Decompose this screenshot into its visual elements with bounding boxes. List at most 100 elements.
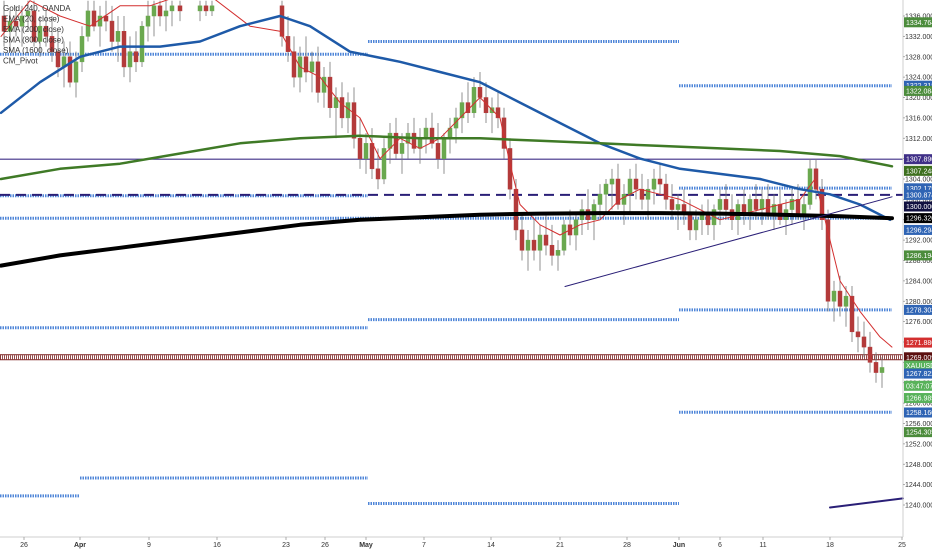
candle-body-19 (115, 31, 121, 42)
candle-body-97 (663, 183, 669, 200)
candle-body-92 (633, 178, 639, 190)
candle-body-102 (693, 219, 699, 231)
candle-body-80 (561, 224, 567, 251)
price-tag-label-15: 1267.822 (906, 371, 932, 378)
series-line-ema-200-close (0, 14, 892, 222)
legend-entry-3: SMA (800, close) (3, 36, 64, 45)
candle-body-75 (531, 239, 537, 251)
chart-legend[interactable]: Gold, 240, OANDA EMA (20, close)EMA (200,… (3, 4, 71, 66)
price-tag-label-0: 1334.764 (906, 20, 932, 27)
price-tag-label-6: 1300.874 (906, 192, 932, 199)
candle-body-7 (43, 25, 49, 37)
x-tick-label: 21 (556, 542, 564, 549)
y-tick-label: 1256.000 (905, 421, 932, 428)
candle-body-123 (819, 188, 825, 220)
candle-body-96 (657, 178, 663, 185)
x-tick-label: 16 (213, 542, 221, 549)
candle-body-15 (91, 10, 97, 27)
candle-body-60 (441, 138, 447, 159)
candle-body-48 (369, 143, 375, 170)
candle-body-20 (121, 31, 127, 68)
candle-body-27 (163, 10, 169, 17)
y-tick-label: 1276.000 (905, 319, 932, 326)
candle-body-53 (399, 143, 405, 154)
legend-entry-2: EMA (200, close) (3, 25, 64, 34)
candle-body-129 (855, 331, 861, 338)
candle-body-101 (687, 214, 693, 231)
x-tick-label: 11 (759, 542, 766, 549)
y-tick-label: 1248.000 (905, 462, 932, 469)
x-tick-label: 23 (282, 542, 290, 549)
candle-body-9 (55, 51, 61, 68)
legend-entry-0: Gold, 240, OANDA (3, 4, 71, 13)
price-tag-bg-14 (904, 360, 932, 371)
legend-entry-1: EMA (20, close) (3, 15, 60, 24)
price-tag-bg-5 (904, 183, 932, 194)
candle-body-34 (285, 36, 291, 52)
candle-body-22 (133, 51, 139, 63)
candle-body-107 (723, 199, 729, 210)
price-tag-bg-12 (904, 337, 932, 348)
x-tick-label: 28 (623, 542, 631, 549)
candle-body-98 (669, 199, 675, 210)
series-line-trendline-1 (564, 196, 893, 287)
y-tick-label: 1316.000 (905, 115, 932, 122)
candle-body-46 (357, 138, 363, 159)
candle-body-131 (867, 346, 873, 363)
candle-body-38 (309, 61, 315, 73)
time-axis[interactable]: 26 Apr 9 16 23 26 May 7 14 21 28 Jun 6 11 18 25 (20, 537, 906, 549)
candle-body-12 (73, 61, 79, 83)
candle-body-50 (381, 148, 387, 180)
candle-body-59 (435, 143, 441, 159)
candle-body-66 (477, 87, 483, 98)
price-tag-label-2: 1322.084 (906, 88, 932, 95)
price-tag-label-13: 1269.009 (906, 355, 932, 362)
candle-body-2 (13, 20, 19, 27)
candle-body-24 (145, 15, 151, 27)
candle-body-122 (813, 168, 819, 190)
candle-body-63 (459, 102, 465, 119)
x-tick-label: 25 (898, 542, 906, 549)
price-tag-bg-4 (904, 165, 932, 176)
x-tick-label: Apr (74, 542, 86, 549)
price-tag-bg-10 (904, 250, 932, 261)
candle-body-94 (645, 188, 651, 200)
series-line-ema-20-close (0, 0, 893, 348)
candle-body-51 (387, 132, 393, 149)
legend-entry-4: SMA (1600, close) (3, 46, 69, 55)
y-tick-label: 1304.000 (905, 177, 932, 184)
candle-body-132 (873, 362, 879, 373)
price-tag-label-11: 1278.303 (906, 307, 932, 314)
candle-body-127 (843, 295, 849, 307)
price-tag-bg-19 (904, 427, 932, 438)
candle-body-120 (801, 204, 807, 215)
candle-body-25 (151, 5, 157, 17)
y-tick-label: 1292.000 (905, 238, 932, 245)
candle-body-126 (837, 290, 843, 307)
price-tag-bg-16 (904, 380, 932, 391)
candle-body-128 (849, 295, 855, 333)
y-tick-label: 1332.000 (905, 34, 932, 41)
x-tick-label: 14 (487, 542, 495, 549)
price-tag-bg-13 (904, 352, 932, 363)
price-tag-label-10: 1286.194 (906, 253, 932, 260)
candle-body-57 (423, 127, 429, 139)
price-tag-label-18: 1258.160 (906, 410, 932, 417)
y-tick-label: 1324.000 (905, 75, 932, 82)
y-tick-label: 1312.000 (905, 136, 932, 143)
price-tag-label-7: 1300.000 (906, 204, 932, 211)
candle-body-106 (717, 199, 723, 210)
y-tick-label: 1252.000 (905, 441, 932, 448)
y-tick-label: 1240.000 (905, 503, 932, 510)
x-tick-label: 18 (826, 542, 834, 549)
candle-body-30 (197, 5, 203, 12)
candle-body-113 (759, 199, 765, 210)
candle-body-74 (525, 239, 531, 251)
price-tag-bg-11 (904, 304, 932, 315)
series-line-sma-1600-close (0, 211, 894, 268)
price-tag-label-12: 1271.886 (906, 340, 932, 347)
price-tag-bg-1 (904, 80, 932, 91)
candle-body-13 (79, 36, 85, 63)
